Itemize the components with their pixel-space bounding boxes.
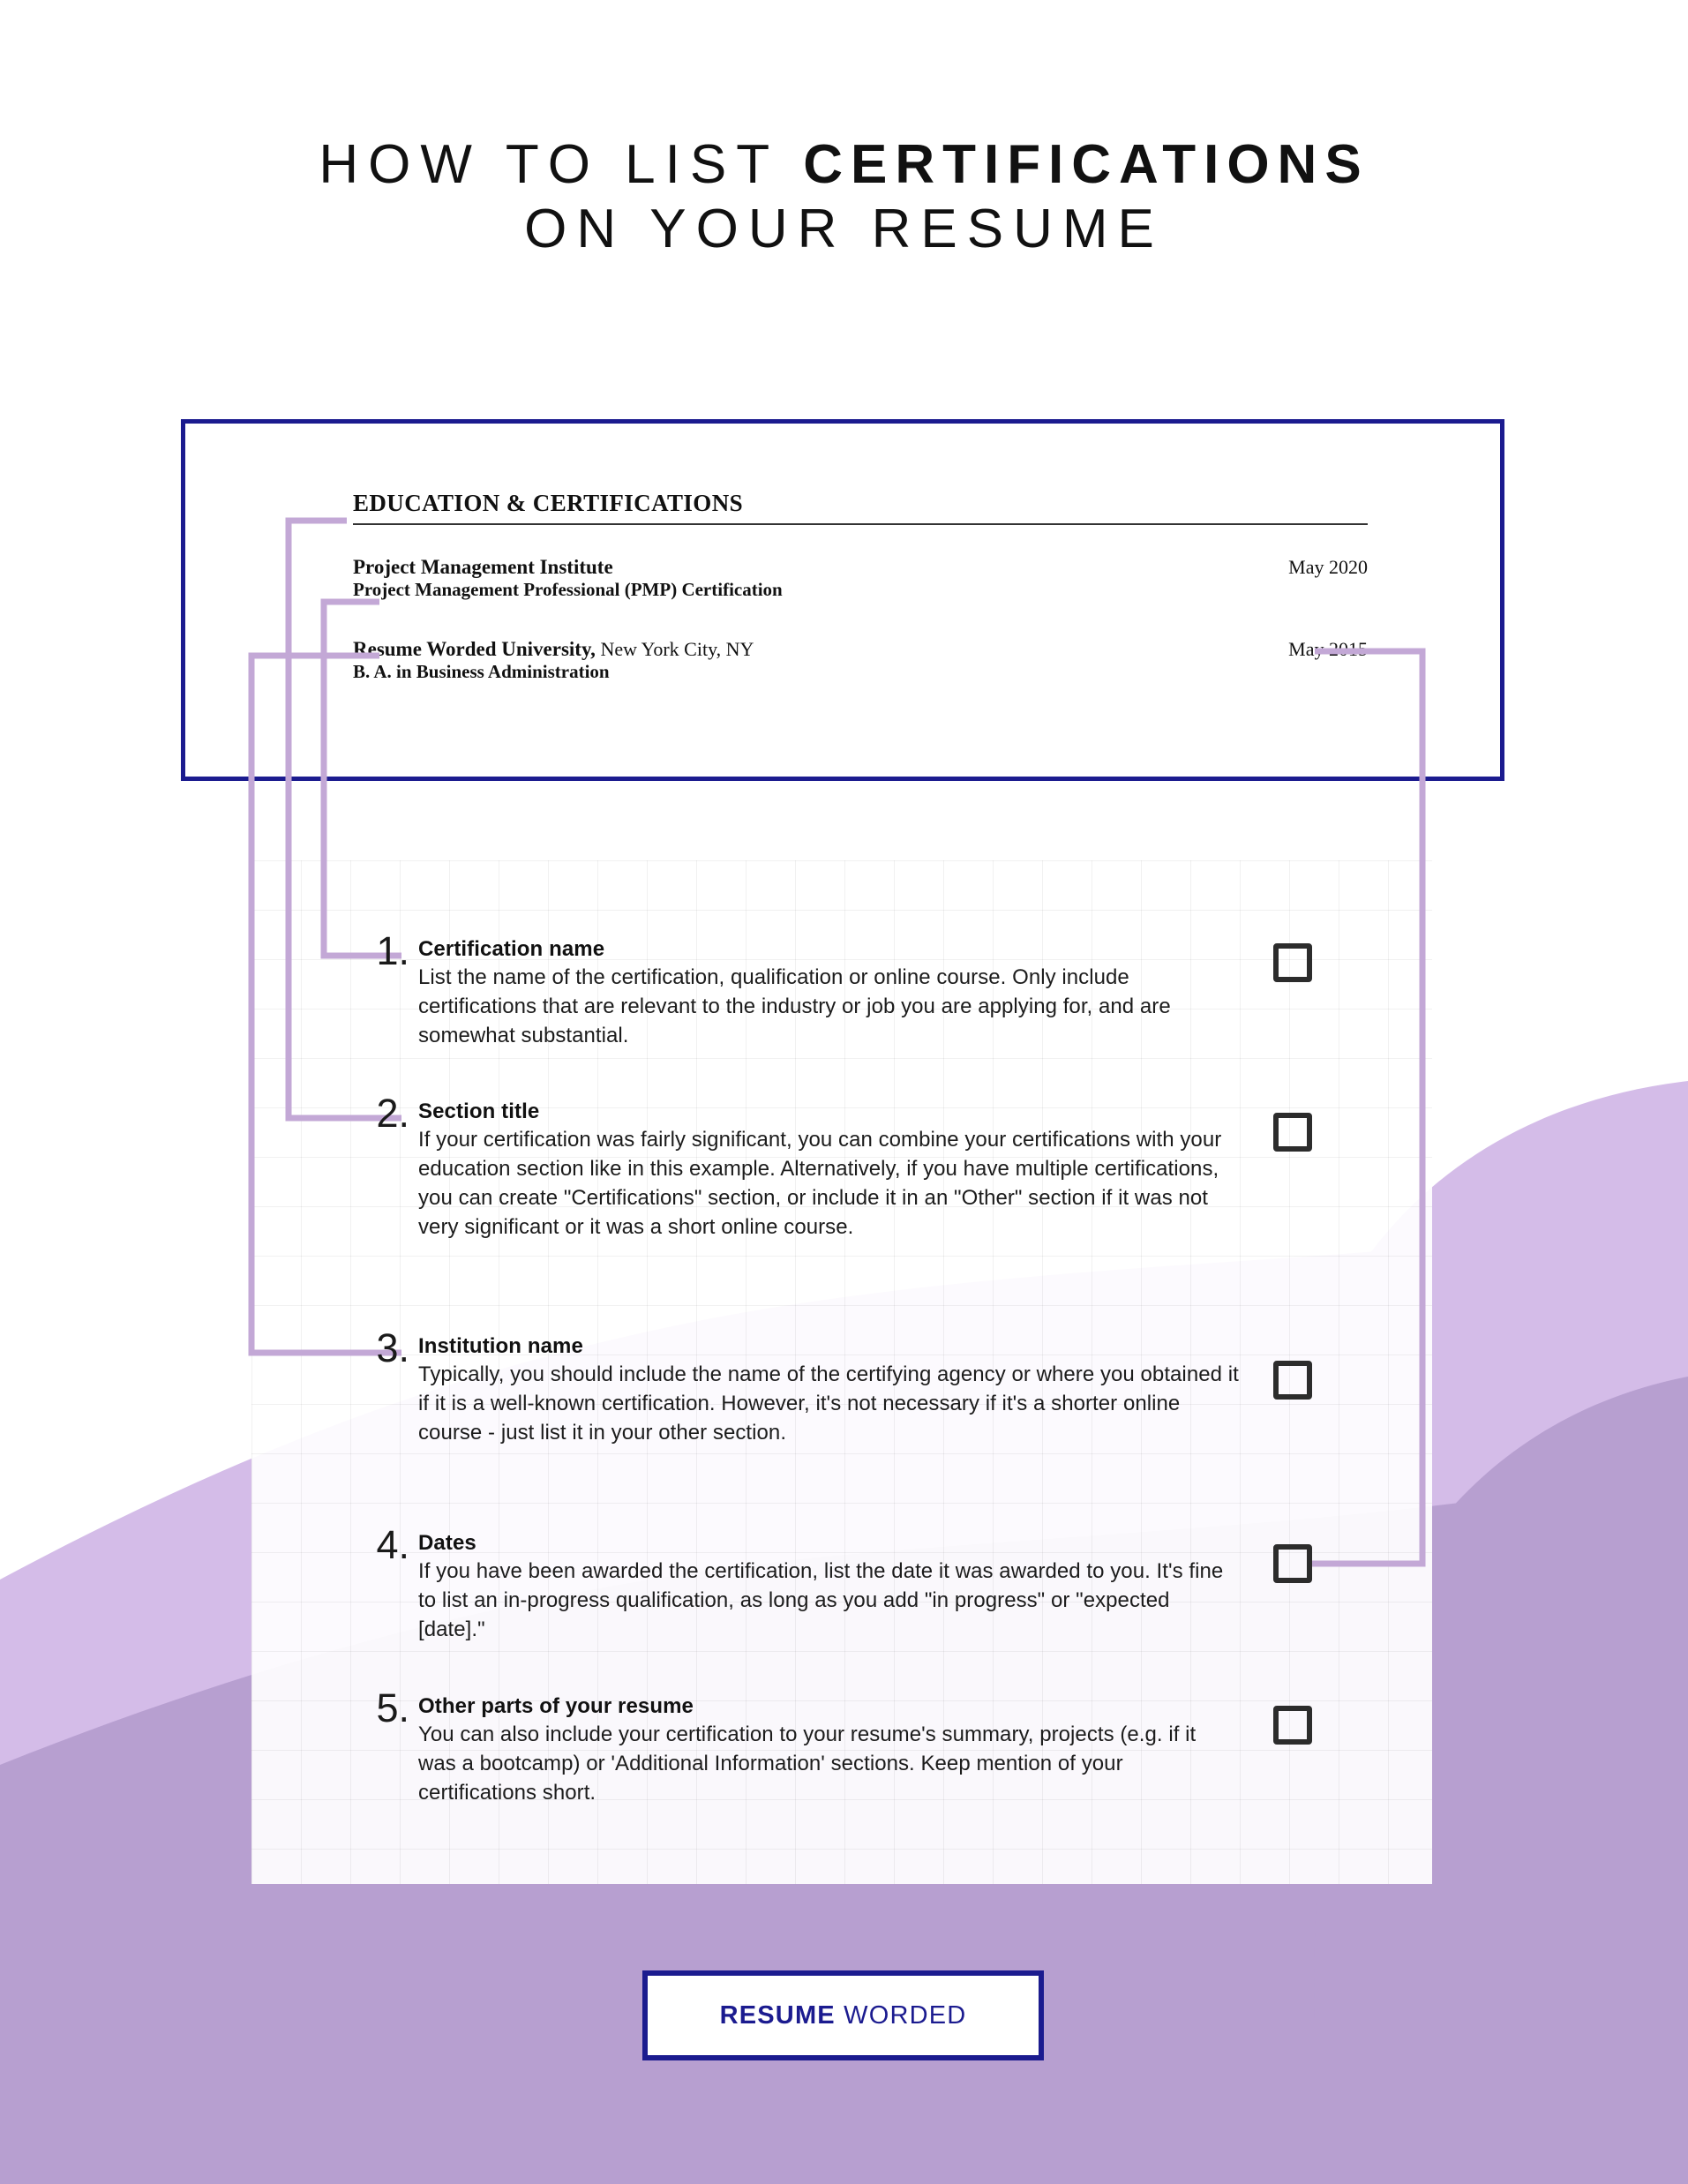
resume-entry-1-date: May 2020 [1288,556,1368,578]
step-3-number: 3. [376,1325,409,1370]
step-4-body: Dates If you have been awarded the certi… [418,1531,1239,1645]
step-3-description: Typically, you should include the name o… [418,1362,1239,1445]
checkbox-step-5[interactable] [1273,1706,1312,1745]
grid-background-panel [251,860,1432,1884]
step-2-description: If your certification was fairly signifi… [418,1128,1222,1239]
page-title: HOW TO LIST CERTIFICATIONS ON YOUR RESUM… [0,132,1688,261]
resume-entry-2-location: New York City, NY [595,638,754,660]
page-title-line-2: ON YOUR RESUME [524,199,1164,260]
step-5-number: 5. [376,1685,409,1730]
checkbox-step-2[interactable] [1273,1113,1312,1152]
resume-example-card: EDUCATION & CERTIFICATIONS Project Manag… [181,419,1504,781]
resume-section-heading: EDUCATION & CERTIFICATIONS [353,490,744,516]
step-1-title: Certification name [418,937,605,961]
step-4-title: Dates [418,1531,476,1555]
step-5-body: Other parts of your resume You can also … [418,1694,1239,1808]
step-3-body: Institution name Typically, you should i… [418,1334,1239,1448]
checkbox-step-4[interactable] [1273,1544,1312,1583]
step-2-number: 2. [376,1091,409,1136]
page-title-line-1: HOW TO LIST CERTIFICATIONS [0,132,1688,197]
resume-worded-logo[interactable]: RESUME WORDED [642,1970,1044,2060]
checkbox-step-3[interactable] [1273,1361,1312,1400]
page-title-bold-text: CERTIFICATIONS [803,134,1369,195]
step-1-number: 1. [376,928,409,973]
logo-text: RESUME WORDED [720,2001,967,2030]
resume-entry-1-detail: Project Management Professional (PMP) Ce… [353,579,783,600]
step-5-description: You can also include your certification … [418,1722,1197,1805]
step-5-title: Other parts of your resume [418,1694,694,1718]
step-2-title: Section title [418,1100,540,1123]
step-3-title: Institution name [418,1334,583,1358]
step-1-body: Certification name List the name of the … [418,937,1239,1051]
step-1-description: List the name of the certification, qual… [418,965,1171,1047]
logo-brand-bold: RESUME [719,2000,836,2030]
checkbox-step-1[interactable] [1273,943,1312,982]
step-4-description: If you have been awarded the certificati… [418,1559,1224,1641]
step-4-number: 4. [376,1522,409,1567]
step-2-body: Section title If your certification was … [418,1100,1239,1242]
logo-brand-regular: WORDED [835,2000,967,2030]
page-title-thin-text: HOW TO LIST [319,134,804,195]
resume-section-divider [353,523,1368,525]
